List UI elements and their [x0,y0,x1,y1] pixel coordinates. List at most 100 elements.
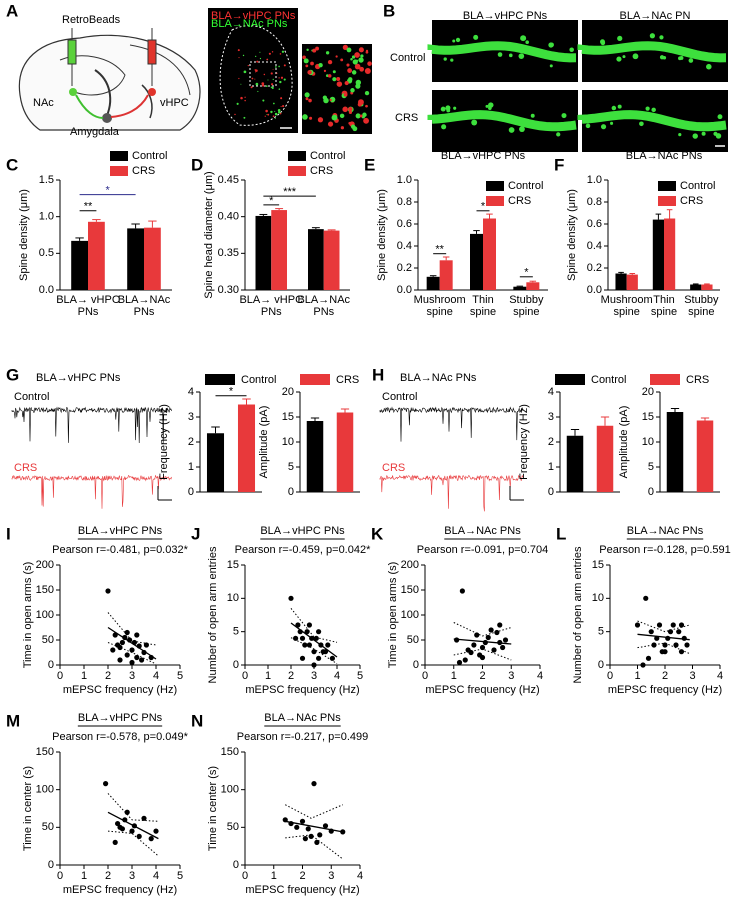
cell [275,66,277,68]
cell [332,70,336,74]
cell [325,51,330,55]
bar [470,233,483,290]
x-tick-label: 2 [288,670,294,682]
legend-label: CRS [508,195,531,207]
cell [254,69,257,71]
point [124,809,130,815]
cell [278,88,281,90]
subtitle: Pearson r=-0.459, p=0.042* [235,544,371,556]
label: NAc [33,97,54,109]
cell [261,82,265,85]
x-tick-label: PNs [134,306,155,318]
spine [622,55,626,59]
chart-title: BLA→NAc PNs [444,525,521,537]
bar [308,229,324,290]
y-tick-label: 2 [188,436,194,448]
y-tick-label: 1.0 [397,174,412,186]
cell [347,77,353,82]
y-tick-label: 3 [188,411,194,423]
y-tick-label: 150 [221,746,239,758]
point [468,649,474,656]
bar [206,433,225,492]
panel-label: A [6,1,18,20]
y-axis-label: Number of open arm entries [572,546,584,683]
point [662,642,668,648]
cell [355,83,361,89]
point [302,836,308,842]
cell [327,74,332,78]
point [651,642,657,648]
cell [363,117,370,124]
subtitle: Pearson r=-0.217, p=0.499 [237,731,368,743]
y-axis-label: Time in open arms (s) [387,562,399,669]
y-tick-label: 0.0 [587,284,602,296]
point [322,649,329,655]
point [129,659,135,666]
x-tick-label: 3 [311,670,317,682]
cell [278,65,280,68]
bar [701,284,713,290]
y-tick-label: 150 [36,746,54,758]
y-tick-label: 1.0 [587,174,602,186]
spine [471,119,478,126]
dendrite [427,110,577,132]
bar [237,404,256,492]
cell [340,126,344,130]
x-tick-label: BLA→ vHPC [239,294,303,306]
legend-swatch [300,374,330,385]
chart-title: BLA→NAc PNs [626,150,703,162]
point [665,635,671,641]
spine [520,35,527,42]
panel-label: K [371,524,384,543]
spine [610,121,614,125]
cell [303,58,309,64]
point [491,647,497,653]
y-tick-label: 50 [42,634,54,646]
cell [358,57,364,63]
cell [279,112,282,115]
point [684,642,690,648]
spine [651,107,656,113]
spine [617,35,623,42]
cell [352,59,358,65]
fit-line [107,626,157,660]
dendrite [577,110,727,132]
label: vHPC [160,97,189,109]
cell [256,60,259,63]
y-tick-label: 0 [598,659,604,671]
legend-label: CRS [132,165,155,177]
spine [569,47,574,53]
cell [264,115,266,117]
cell [365,104,368,108]
y-tick-label: 0 [48,659,54,671]
label: RetroBeads [62,14,121,26]
spine [488,106,492,110]
legend-swatch [205,374,235,385]
bar [336,412,354,492]
x-axis-label: mEPSC frequency (Hz) [425,684,539,696]
cell [329,98,332,102]
y-tick-label: 0.6 [397,218,412,230]
bar [71,240,88,290]
x-tick-label: 1 [271,870,277,882]
cell [351,55,356,59]
bar [666,412,684,492]
x-tick-label: 2 [105,870,111,882]
cell [265,85,268,88]
point [294,824,300,830]
spine [649,33,656,39]
label: Amygdala [70,126,120,138]
point [497,622,503,628]
y-tick-label: 4 [188,386,194,398]
point [311,662,317,668]
y-tick-label: 3 [548,411,554,423]
point [456,659,463,666]
fit-line [285,820,343,833]
x-tick-label: BLA→ vHPC [56,294,120,306]
y-tick-label: 20 [642,386,654,398]
spine [508,127,515,133]
bar [652,219,664,290]
y-tick-label: 50 [227,821,239,833]
bar [144,227,161,290]
cell [327,121,334,127]
